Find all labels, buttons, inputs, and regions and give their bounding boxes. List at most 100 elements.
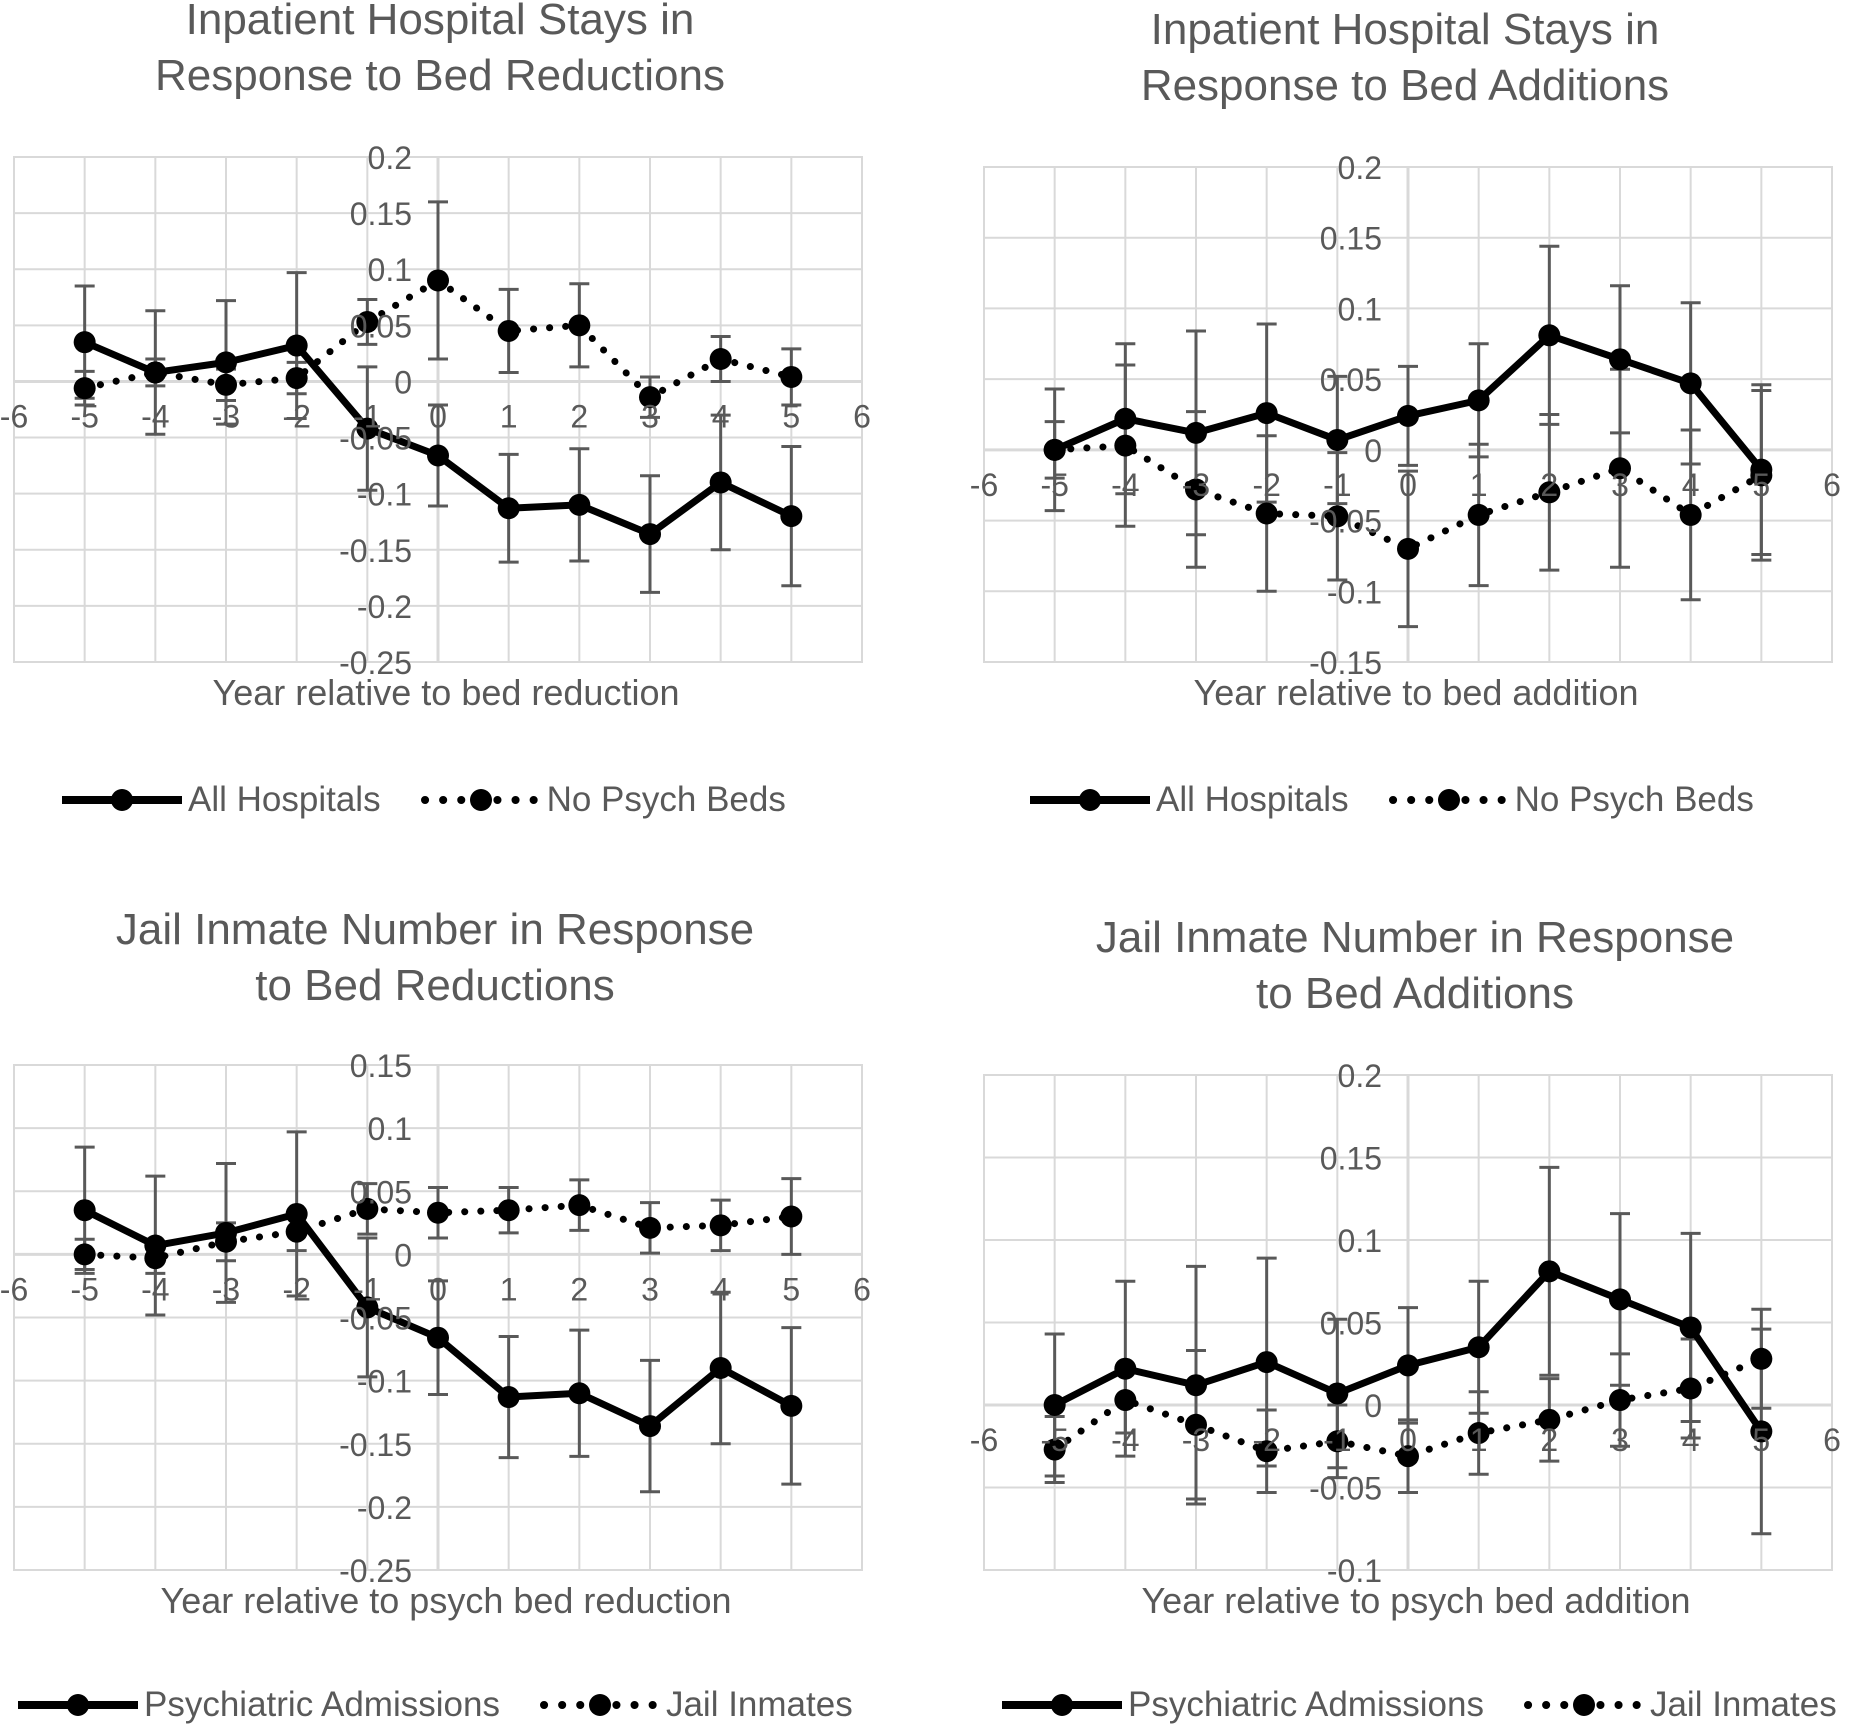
data-point [1255,402,1278,425]
y-tick-label: 0.15 [1320,1141,1382,1177]
data-point [1114,1357,1137,1380]
x-tick-label: 2 [570,398,588,434]
chart-panel-4: Jail Inmate Number in Response to Bed Ad… [970,880,1854,1729]
y-tick-label: 0 [1364,433,1382,469]
data-point [1750,464,1773,487]
data-point [73,331,96,354]
data-point [1679,1377,1702,1400]
data-point [215,1230,237,1253]
data-point [1185,478,1207,501]
y-tick-label: 0.2 [1338,150,1382,186]
y-tick-label: -0.15 [339,1427,412,1463]
data-point [1185,1413,1207,1436]
y-tick-label: -0.05 [339,421,412,457]
chart-panel-3: Jail Inmate Number in Response to Bed Re… [0,880,880,1729]
y-tick-label: -0.05 [1309,1471,1382,1507]
data-point [215,351,237,374]
x-tick-label: 3 [1611,1422,1629,1458]
chart-title: Inpatient Hospital Stays in Response to … [1140,5,1670,110]
data-point [1538,481,1561,504]
x-tick-label: -5 [1040,467,1068,503]
x-tick-label: 2 [570,1271,588,1307]
legend-entry-series-1: All Hospitals [62,780,381,820]
x-tick-label: 4 [712,398,730,434]
data-point [1043,1394,1066,1416]
x-tick-label: -5 [70,398,98,434]
data-point [780,505,803,528]
data-point [1679,1316,1702,1339]
data-point [1185,1374,1207,1397]
data-point [1609,348,1631,371]
chart-panel-2: Inpatient Hospital Stays in Response to … [970,0,1854,860]
y-tick-label: -0.1 [1327,1553,1382,1589]
x-tick-label: 5 [782,1271,800,1307]
y-tick-label: 0.15 [350,1048,412,1084]
data-point [780,365,803,388]
legend-label: Psychiatric Admissions [144,1685,500,1724]
data-point [1397,537,1419,560]
x-tick-label: -4 [1111,1422,1139,1458]
data-point [709,471,732,494]
data-point [639,1216,661,1239]
x-tick-label: 0 [429,1271,447,1307]
data-point [1609,457,1631,480]
x-tick-label: 3 [641,398,659,434]
x-tick-label: -6 [970,1422,998,1458]
data-point [356,417,379,440]
x-tick-label: 4 [1682,1422,1700,1458]
data-point [1397,1445,1419,1468]
y-tick-label: -0.05 [339,1301,412,1337]
x-tick-label: -5 [1040,1422,1068,1458]
legend-label: Jail Inmates [665,1685,853,1724]
data-point [144,361,167,384]
data-point [497,319,520,342]
data-point [1679,372,1702,395]
x-tick-label: 0 [429,398,447,434]
x-axis-title: Year relative to psych bed addition [1141,1580,1690,1621]
legend-solid-line-icon [1002,1694,1122,1716]
y-tick-label: 0.15 [350,196,412,232]
y-tick-label: -0.1 [357,1364,412,1400]
plot-area: 0.2 0.15 0.1 0.05 0 -0.05 -0.1 -0.15 -0.2 -0.25 -6… [0,140,871,713]
data-point [639,386,661,409]
data-point [639,523,661,546]
data-point [1326,505,1349,528]
data-point [1255,1440,1278,1463]
x-tick-label: 5 [782,398,800,434]
x-tick-label: -6 [0,398,28,434]
x-tick-label: -5 [70,1271,98,1307]
x-tick-label: 6 [1823,467,1841,503]
x-tick-label: -2 [282,398,310,434]
data-point [568,493,591,516]
x-tick-label: 1 [1470,1422,1488,1458]
data-point [285,367,308,390]
data-point [73,1199,96,1222]
data-point [1750,1420,1773,1443]
data-point [709,1357,732,1379]
data-point [285,1202,308,1225]
data-point [497,1199,520,1222]
legend-dotted-line-icon [1523,1694,1644,1716]
x-tick-label: 3 [1611,467,1629,503]
data-point [1114,1389,1137,1412]
data-point [1326,1382,1349,1405]
data-point [215,373,237,396]
y-tick-label: -0.05 [1309,504,1382,540]
data-point [1538,324,1561,347]
data-point [780,1205,803,1228]
data-point [568,1194,591,1217]
x-tick-label: 5 [1752,467,1770,503]
data-point [427,444,449,467]
legend-entry-series-2: Jail Inmates [539,1685,853,1725]
data-point [285,1220,308,1243]
data-point [1750,1347,1773,1370]
legend-dotted-line-icon [1388,789,1509,811]
x-tick-label: -2 [1252,1422,1280,1458]
y-tick-label: 0.1 [1338,291,1382,327]
data-point [1397,404,1419,427]
y-tick-label: -0.1 [1327,574,1382,610]
data-point [780,1394,803,1417]
data-point [1679,503,1702,526]
x-tick-label: 3 [641,1271,659,1307]
data-point [1609,1389,1631,1412]
